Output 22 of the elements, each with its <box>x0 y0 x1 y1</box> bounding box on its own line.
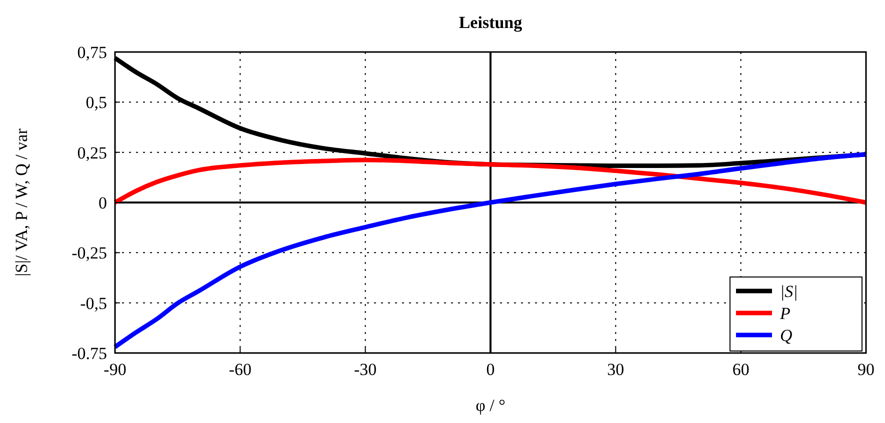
x-tick-label: 90 <box>858 360 874 379</box>
legend-label: Q <box>780 326 792 345</box>
line-series <box>112 152 868 350</box>
y-tick-label: -0,5 <box>80 294 107 313</box>
y-tick-label: -0,25 <box>72 244 107 263</box>
x-tick-label: 30 <box>607 360 624 379</box>
x-tick-label: -60 <box>228 360 252 379</box>
legend-label: P <box>779 304 790 323</box>
y-tick-label: 0,75 <box>77 43 107 62</box>
y-tick-label: -0.75 <box>72 344 107 363</box>
y-tick-label: 0,25 <box>77 143 107 162</box>
x-tick-label: 0 <box>486 360 495 379</box>
y-tick-label: 0,5 <box>86 93 107 112</box>
legend-label: |S| <box>780 282 798 301</box>
x-tick-label: -30 <box>354 360 377 379</box>
y-axis-title: |S|/ VA, P / W, Q / var <box>12 128 31 276</box>
chart-title: Leistung <box>458 13 523 32</box>
x-tick-label: 60 <box>732 360 750 379</box>
y-tick-label: 0 <box>98 194 107 212</box>
x-axis-title: φ / ° <box>476 396 506 415</box>
line-series <box>112 158 868 205</box>
x-tick-label: -90 <box>104 360 126 379</box>
